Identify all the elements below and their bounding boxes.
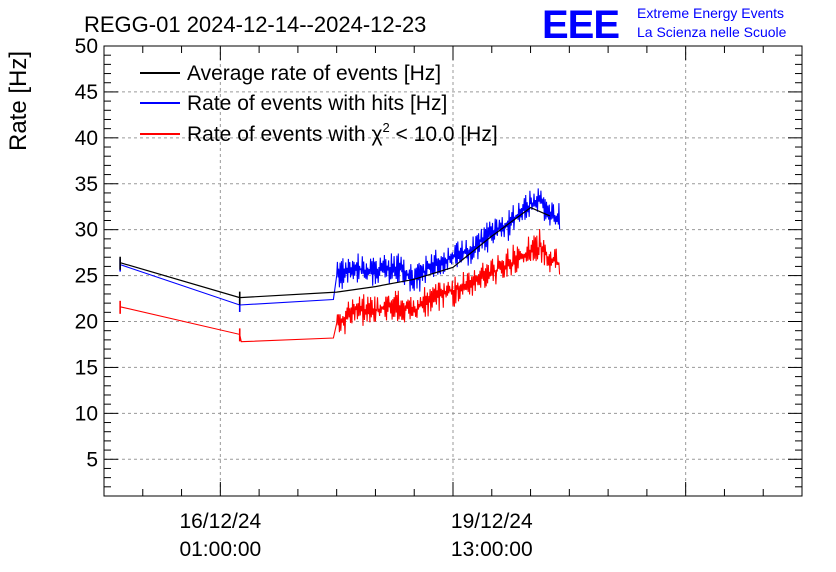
legend-label-hits: Rate of events with hits [Hz] xyxy=(187,92,447,115)
series-line-0 xyxy=(120,206,551,299)
x-tick-label-time: 01:00:00 xyxy=(179,538,261,561)
grid xyxy=(104,46,802,496)
y-tick-label: 10 xyxy=(75,402,98,425)
eee-logo: EEE Extreme Energy Events La Scienza nel… xyxy=(542,3,787,47)
axis-ticks xyxy=(103,45,803,496)
y-tick-labels: 5 10 15 20 25 30 35 40 45 50 xyxy=(75,35,98,471)
y-tick-label: 45 xyxy=(75,81,98,104)
y-tick-label: 25 xyxy=(75,265,98,288)
x-tick-labels: 16/12/24 01:00:00 19/12/24 13:00:00 xyxy=(179,510,533,561)
legend: Average rate of events [Hz] Rate of even… xyxy=(140,62,498,146)
series-line-1 xyxy=(120,188,561,306)
legend-label-chi2: Rate of events with χ2 < 10.0 [Hz] xyxy=(187,120,498,146)
y-tick-label: 30 xyxy=(75,219,98,242)
y-axis-label: Rate [Hz] xyxy=(5,51,32,151)
eee-logo-line2: La Scienza nelle Scuole xyxy=(637,24,787,40)
y-tick-label: 5 xyxy=(86,448,98,471)
x-tick-label-date: 16/12/24 xyxy=(179,510,261,533)
y-tick-label: 40 xyxy=(75,127,98,150)
series-line-2 xyxy=(120,228,561,343)
chart-title: REGG-01 2024-12-14--2024-12-23 xyxy=(84,12,426,37)
data-series xyxy=(119,188,561,343)
eee-logo-line1: Extreme Energy Events xyxy=(637,5,784,21)
x-tick-label-date: 19/12/24 xyxy=(451,510,533,533)
y-tick-label: 35 xyxy=(75,173,98,196)
y-tick-label: 20 xyxy=(75,311,98,334)
y-tick-label: 15 xyxy=(75,356,98,379)
y-tick-label: 50 xyxy=(75,35,98,58)
legend-label-average: Average rate of events [Hz] xyxy=(187,62,441,85)
eee-logo-mark: EEE xyxy=(542,3,619,47)
x-tick-label-time: 13:00:00 xyxy=(451,538,533,561)
